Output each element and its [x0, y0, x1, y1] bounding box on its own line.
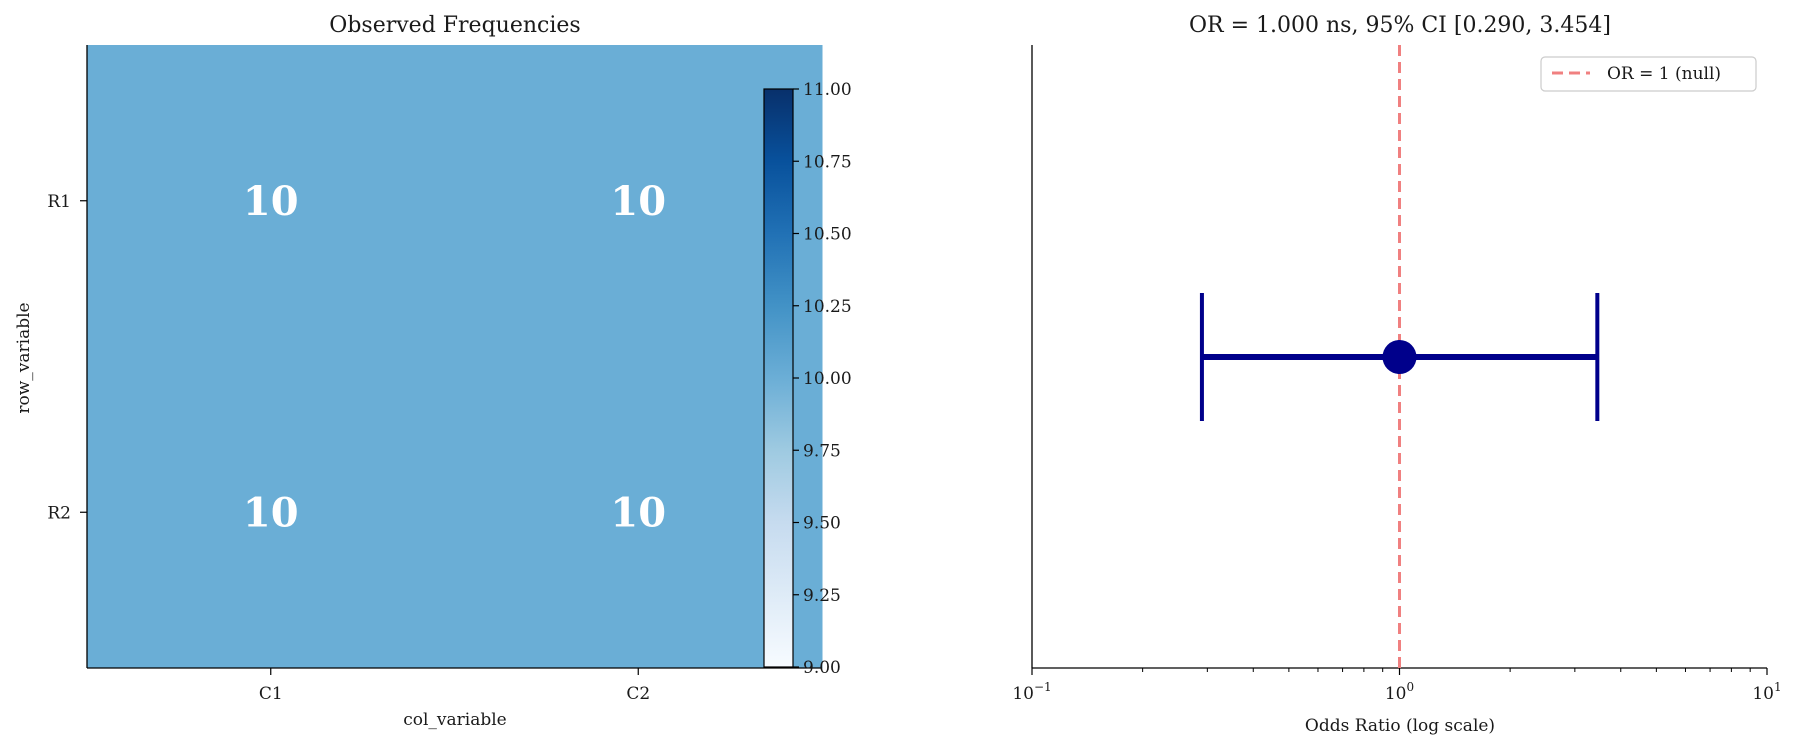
colorbar-tick-label: 10.25 — [803, 297, 852, 317]
colorbar-tick-label: 10.50 — [803, 225, 852, 245]
heatmap-cell — [454, 356, 823, 669]
heatmap-cells: 10 10 10 10 — [87, 45, 823, 669]
colorbar-tick-label: 9.75 — [803, 441, 841, 461]
legend-box — [1540, 56, 1757, 92]
heatmap-y-ticks: R1 R2 — [47, 192, 87, 523]
heatmap-xlabel: col_variable — [403, 710, 507, 730]
heatmap-cell-label: 10 — [610, 489, 666, 536]
y-tick-label: R1 — [47, 192, 71, 212]
heatmap-ylabel: row_variable — [14, 302, 34, 413]
heatmap-cell-label: 10 — [243, 178, 299, 225]
colorbar-tick-label: 9.50 — [803, 514, 841, 534]
heatmap-cell — [87, 356, 455, 669]
x-tick-label: 101 — [1752, 680, 1781, 704]
heatmap-cell-label: 10 — [243, 489, 299, 536]
heatmap-x-ticks: C1 C2 — [259, 668, 650, 704]
legend-label: OR = 1 (null) — [1607, 64, 1721, 84]
colorbar-tick-label: 9.25 — [803, 586, 841, 606]
or-xlabel: Odds Ratio (log scale) — [1305, 716, 1495, 736]
colorbar-tick-label: 10.00 — [803, 369, 852, 389]
x-tick-label: C2 — [626, 684, 650, 704]
heatmap-title: Observed Frequencies — [329, 13, 580, 38]
colorbar-ticks: 9.00 9.25 9.50 9.75 10.00 10.25 10.50 10.75 11.0… — [793, 80, 852, 678]
colorbar-tick-label: 10.75 — [803, 152, 852, 172]
heatmap-cell-label: 10 — [610, 178, 666, 225]
or-point — [1382, 340, 1417, 374]
colorbar-tick-label: 9.00 — [803, 658, 841, 678]
y-tick-label: R2 — [47, 503, 71, 523]
x-tick-label: 100 — [1385, 680, 1414, 704]
heatmap-cell — [87, 45, 455, 357]
odds-ratio-panel: OR = 1.000 ns, 95% CI [0.290, 3.454] 10−… — [1012, 13, 1781, 736]
or-title: OR = 1.000 ns, 95% CI [0.290, 3.454] — [1189, 13, 1611, 38]
or-minor-ticks — [1142, 668, 1751, 672]
or-estimate — [1199, 293, 1600, 421]
heatmap-cell — [454, 45, 823, 357]
or-major-ticks: 10−1 100 101 — [1012, 668, 1782, 704]
x-tick-label: 10−1 — [1012, 680, 1051, 704]
legend: OR = 1 (null) — [1540, 56, 1757, 92]
colorbar-tick-label: 11.00 — [803, 80, 852, 100]
x-tick-label: C1 — [259, 684, 283, 704]
colorbar — [763, 88, 794, 668]
